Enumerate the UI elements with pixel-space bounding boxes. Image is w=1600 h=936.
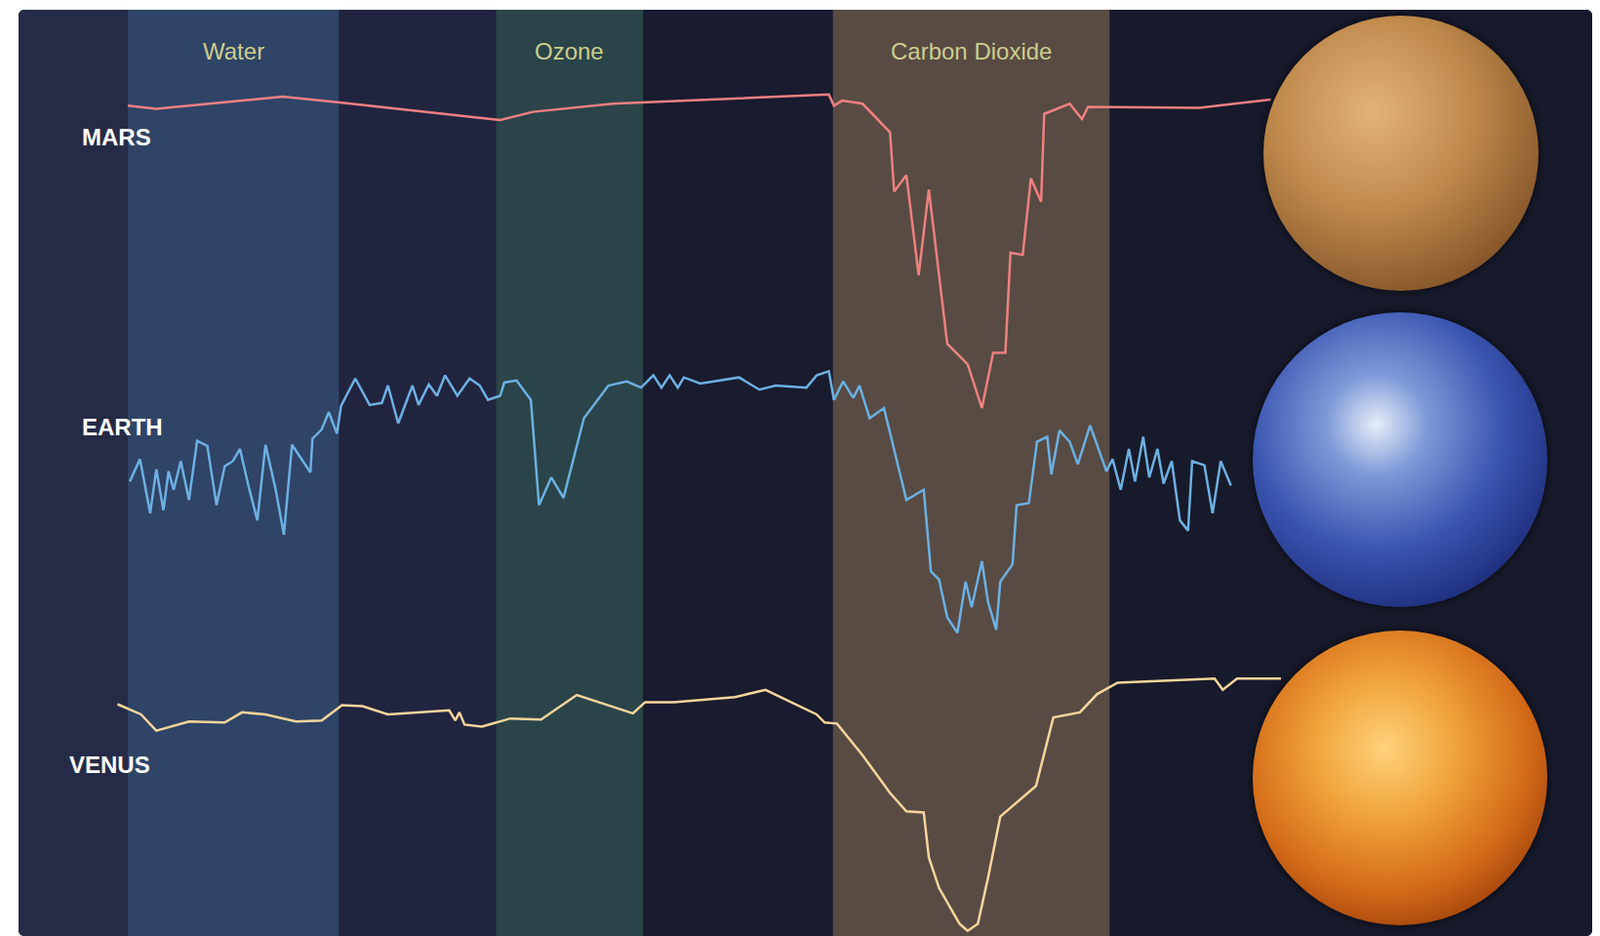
svg-text:MARS: MARS [81,123,152,151]
svg-text:Water: Water [202,38,265,65]
svg-text:VENUS: VENUS [69,751,151,778]
svg-text:EARTH: EARTH [81,413,163,440]
svg-text:Ozone: Ozone [534,38,604,65]
svg-text:Carbon Dioxide: Carbon Dioxide [890,38,1052,65]
